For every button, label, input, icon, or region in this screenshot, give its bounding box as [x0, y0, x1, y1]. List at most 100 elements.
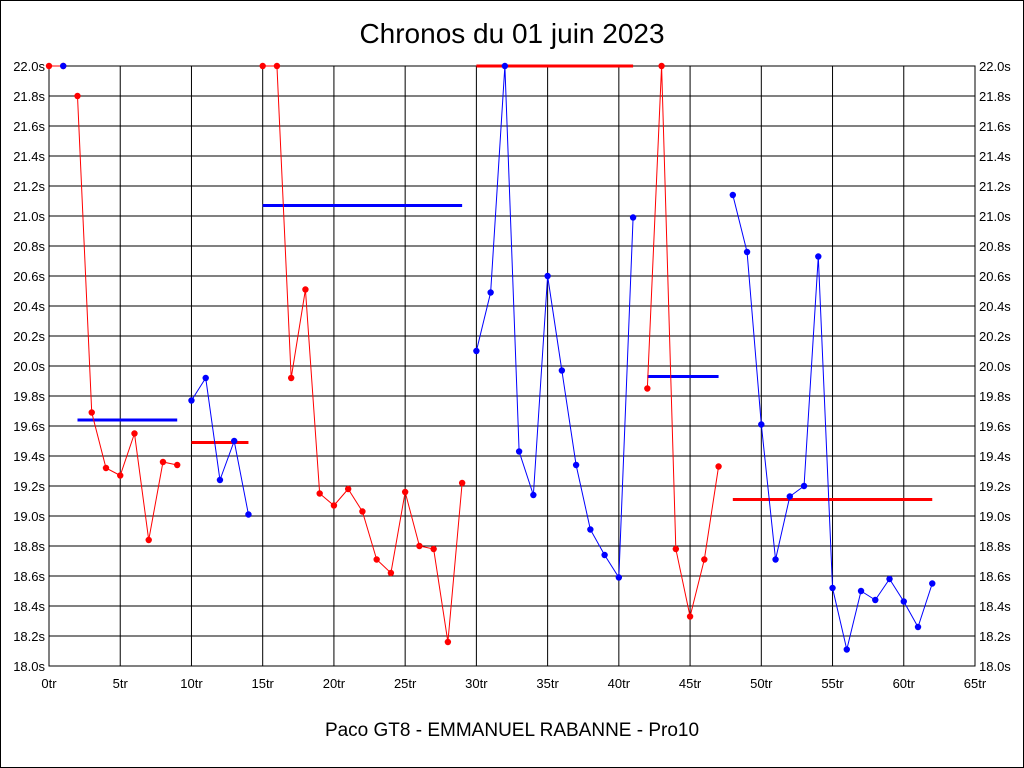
data-point-red: [344, 485, 352, 493]
data-point-red: [102, 464, 110, 472]
y-tick-label-left: 21.8s: [13, 89, 45, 104]
data-point-red: [416, 542, 423, 550]
y-tick-label-left: 21.4s: [13, 149, 45, 164]
data-point-red: [701, 556, 708, 563]
data-point-blue: [601, 551, 608, 559]
data-point-red: [715, 463, 722, 470]
y-tick-label-right: 19.6s: [979, 419, 1011, 434]
y-tick-label-right: 20.0s: [979, 359, 1011, 374]
data-point-red: [359, 508, 366, 515]
chart-caption: Paco GT8 - EMMANUEL RABANNE - Pro10: [324, 720, 700, 741]
y-tick-label-left: 18.2s: [13, 629, 45, 644]
y-tick-label-right: 19.8s: [979, 389, 1011, 404]
data-point-blue: [772, 556, 779, 563]
data-point-red: [273, 62, 281, 70]
chart-title: Chronos du 01 juin 2023: [359, 18, 665, 49]
x-tick-label: 25tr: [394, 676, 417, 691]
data-point-blue: [501, 62, 509, 70]
data-point-blue: [473, 347, 480, 355]
data-point-red: [373, 556, 380, 563]
data-point-red: [430, 545, 437, 553]
y-tick-label-right: 19.0s: [979, 509, 1011, 524]
y-tick-label-right: 20.4s: [979, 299, 1011, 314]
data-point-blue: [245, 511, 252, 518]
y-tick-label-left: 20.6s: [13, 269, 45, 284]
series-line-blue: [475, 65, 634, 580]
y-tick-label-right: 21.8s: [979, 89, 1011, 104]
y-tick-label-left: 19.6s: [13, 419, 45, 434]
data-point-blue: [914, 623, 922, 631]
y-tick-label-right: 18.2s: [979, 629, 1011, 644]
data-point-blue: [530, 491, 537, 499]
y-tick-label-left: 21.6s: [13, 119, 45, 134]
y-tick-label-right: 21.4s: [979, 149, 1011, 164]
y-tick-label-left: 19.8s: [13, 389, 45, 404]
data-point-blue: [743, 248, 751, 256]
data-point-blue: [629, 214, 637, 221]
x-tick-label: 20tr: [323, 676, 346, 691]
x-tick-label: 5tr: [113, 676, 129, 691]
x-tick-label: 65tr: [964, 676, 987, 691]
x-tick-label: 60tr: [893, 676, 916, 691]
data-point-red: [316, 490, 323, 497]
y-tick-label-right: 20.2s: [979, 329, 1011, 344]
data-point-red: [117, 472, 124, 479]
y-tick-label-right: 19.2s: [979, 479, 1011, 494]
x-tick-label: 40tr: [608, 676, 631, 691]
x-tick-label: 45tr: [679, 676, 702, 691]
y-tick-label-right: 18.4s: [979, 599, 1011, 614]
data-point-blue: [729, 191, 737, 199]
data-point-blue: [572, 461, 580, 469]
y-tick-label-left: 20.0s: [13, 359, 45, 374]
data-point-red: [159, 458, 167, 466]
y-tick-label-right: 18.6s: [979, 569, 1011, 584]
data-point-blue: [515, 448, 523, 455]
y-tick-label-left: 21.0s: [13, 209, 45, 224]
data-point-red: [174, 461, 181, 469]
y-tick-label-right: 21.6s: [979, 119, 1011, 134]
data-point-red: [387, 569, 395, 577]
data-point-blue: [587, 526, 594, 533]
data-point-blue: [900, 598, 907, 605]
y-tick-label-right: 19.4s: [979, 449, 1011, 464]
y-tick-label-left: 18.8s: [13, 539, 45, 554]
data-point-blue: [829, 584, 836, 592]
x-tick-label: 35tr: [536, 676, 559, 691]
y-tick-label-right: 18.0s: [979, 659, 1011, 674]
data-point-blue: [202, 374, 209, 382]
y-tick-label-right: 21.2s: [979, 179, 1011, 194]
x-tick-label: 55tr: [821, 676, 844, 691]
data-point-blue: [758, 421, 765, 428]
data-point-blue: [800, 482, 808, 490]
data-point-blue: [615, 574, 623, 581]
data-point-red: [330, 502, 338, 509]
y-tick-label-right: 22.0s: [979, 59, 1011, 74]
data-point-red: [672, 545, 680, 553]
series-line-red: [76, 95, 178, 541]
y-tick-label-left: 18.4s: [13, 599, 45, 614]
data-point-red: [131, 430, 138, 437]
data-point-blue: [843, 646, 850, 653]
y-tick-label-left: 19.0s: [13, 509, 45, 524]
data-point-blue: [558, 367, 566, 374]
data-point-blue: [487, 289, 494, 296]
data-point-blue: [544, 272, 551, 280]
series-line-red: [262, 65, 463, 643]
y-tick-label-left: 19.2s: [13, 479, 45, 494]
data-point-red: [145, 536, 152, 544]
y-tick-label-left: 20.8s: [13, 239, 45, 254]
x-tick-label: 0tr: [41, 676, 57, 691]
y-tick-label-right: 20.8s: [979, 239, 1011, 254]
x-tick-label: 30tr: [465, 676, 488, 691]
y-tick-label-left: 22.0s: [13, 59, 45, 74]
data-point-red: [458, 479, 466, 487]
data-point-blue: [216, 476, 224, 484]
data-point-red: [644, 385, 651, 392]
y-tick-label-right: 21.0s: [979, 209, 1011, 224]
data-point-blue: [815, 253, 822, 260]
y-tick-label-right: 18.8s: [979, 539, 1011, 554]
y-tick-label-left: 20.4s: [13, 299, 45, 314]
data-point-blue: [188, 397, 195, 404]
series-line-red: [646, 65, 720, 617]
